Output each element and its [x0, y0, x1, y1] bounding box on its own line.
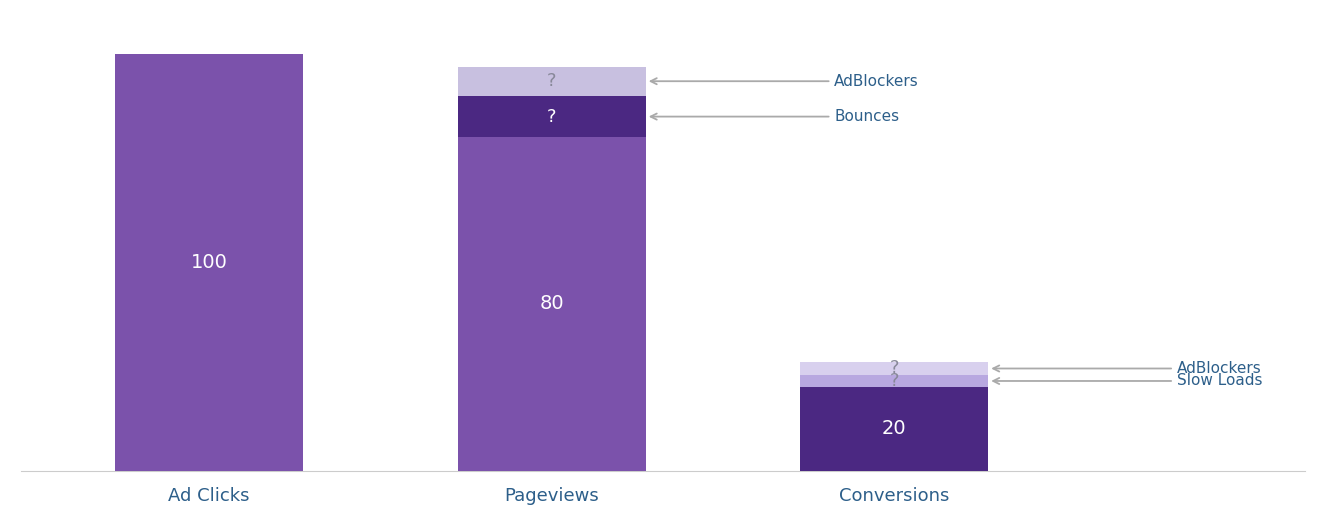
Text: ?: ? [546, 108, 557, 126]
Text: 20: 20 [882, 419, 907, 438]
Bar [457, 96, 646, 137]
Bar [457, 137, 646, 470]
Text: ?: ? [890, 359, 899, 378]
Bar [115, 54, 304, 470]
Text: 100: 100 [191, 253, 228, 272]
Text: Slow Loads: Slow Loads [993, 373, 1262, 389]
Bar [800, 362, 988, 375]
Text: AdBlockers: AdBlockers [651, 74, 919, 89]
Text: Bounces: Bounces [651, 109, 899, 124]
Text: ?: ? [890, 372, 899, 390]
Bar [457, 67, 646, 96]
Bar [800, 375, 988, 387]
Text: 80: 80 [540, 295, 564, 313]
Text: ?: ? [546, 72, 557, 90]
Bar [800, 387, 988, 470]
Text: AdBlockers: AdBlockers [993, 361, 1261, 376]
